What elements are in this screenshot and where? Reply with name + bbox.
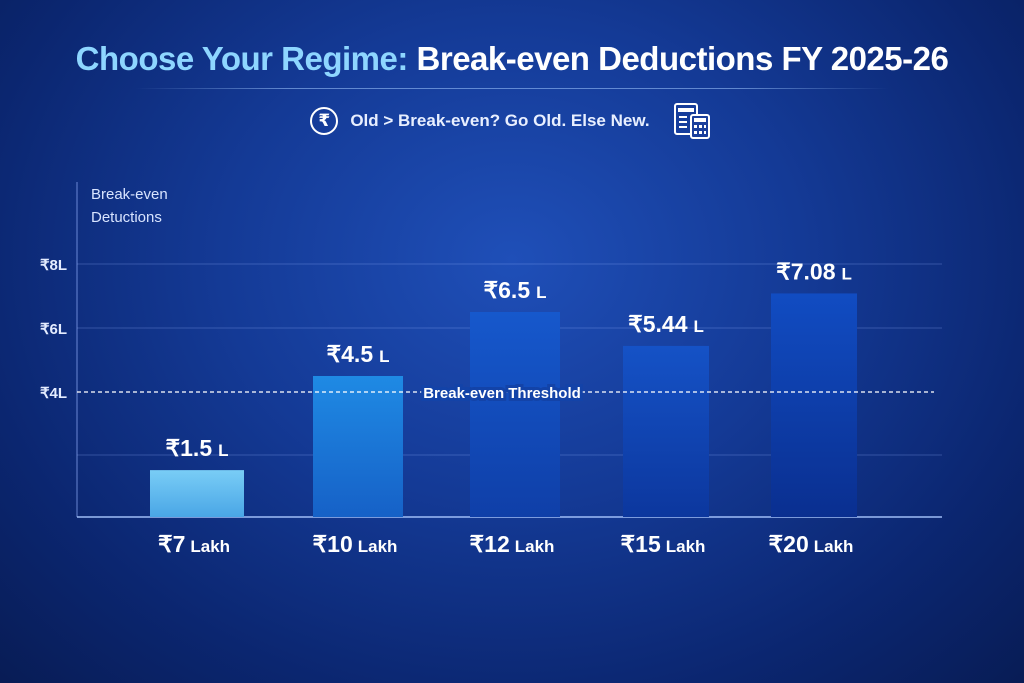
threshold-label: Break-even Threshold: [423, 385, 581, 402]
bar-3: [623, 345, 709, 517]
y-tick-label-8: ₹8L: [40, 257, 67, 274]
title-highlight: Choose Your Regime:: [75, 40, 409, 77]
x-tick-label-4: ₹20 Lakh: [769, 531, 854, 557]
bar-value-label-3: ₹5.44 L: [628, 311, 704, 337]
bar-value-label-2: ₹6.5 L: [484, 277, 547, 303]
y-axis-label-line2: Detuctions: [91, 209, 162, 226]
subtitle-row: ₹ Old > Break-even? Go Old. Else New.: [0, 103, 1024, 139]
bar-1: [313, 376, 403, 517]
y-tick-label-6: ₹6L: [40, 321, 67, 338]
x-tick-label-1: ₹10 Lakh: [313, 531, 398, 557]
bar-value-label-0: ₹1.5 L: [166, 435, 229, 461]
subtitle: Old > Break-even? Go Old. Else New.: [350, 111, 650, 130]
bar-4: [771, 293, 857, 517]
x-tick-label-3: ₹15 Lakh: [621, 531, 706, 557]
x-tick-label-2: ₹12 Lakh: [470, 531, 555, 557]
bar-value-label-1: ₹4.5 L: [327, 341, 390, 367]
title-rest: Break-even Deductions FY 2025-26: [416, 40, 949, 77]
x-tick-label-0: ₹7 Lakh: [158, 531, 230, 557]
chart-title: Choose Your Regime: Break-even Deduction…: [0, 40, 1024, 78]
title-divider: [135, 88, 889, 89]
document-calculator-icon: [673, 103, 710, 139]
y-tick-label-4: ₹4L: [40, 385, 67, 402]
bar-0: [150, 470, 244, 517]
rupee-circle-icon: ₹: [310, 107, 339, 135]
bar-2: [470, 312, 560, 517]
rupee-symbol: ₹: [318, 111, 331, 130]
y-axis-label-line1: Break-even: [91, 186, 168, 203]
bar-value-label-4: ₹7.08 L: [776, 258, 852, 284]
